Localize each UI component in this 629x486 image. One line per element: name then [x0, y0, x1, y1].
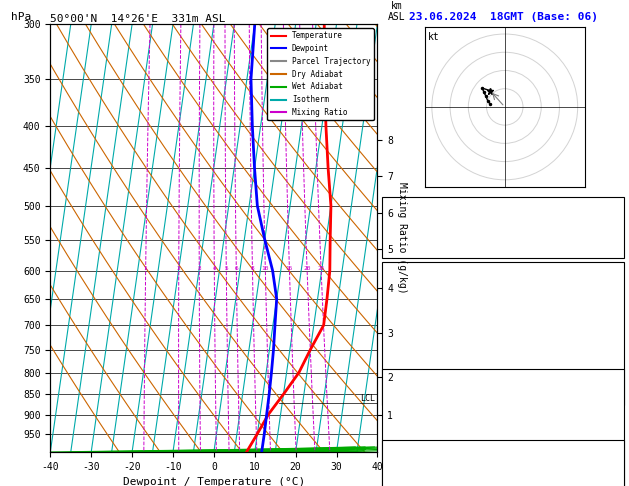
Text: -9: -9	[606, 470, 616, 479]
Text: 5: 5	[225, 265, 228, 271]
Text: Pressure (mb): Pressure (mb)	[390, 399, 460, 409]
Bar	[382, 440, 624, 486]
Text: 2.46: 2.46	[595, 247, 616, 257]
Text: 6: 6	[235, 265, 238, 271]
Y-axis label: Mixing Ratio (g/kg): Mixing Ratio (g/kg)	[397, 182, 407, 294]
Text: 4: 4	[213, 265, 216, 271]
Text: 323: 323	[600, 420, 616, 429]
X-axis label: Dewpoint / Temperature (°C): Dewpoint / Temperature (°C)	[123, 477, 305, 486]
Text: 44: 44	[606, 227, 616, 236]
Text: Lifted Index: Lifted Index	[390, 440, 455, 450]
Text: 0: 0	[611, 481, 616, 486]
Text: CAPE (J): CAPE (J)	[390, 374, 433, 383]
Text: Hodograph: Hodograph	[477, 452, 530, 462]
Legend: Temperature, Dewpoint, Parcel Trajectory, Dry Adiabat, Wet Adiabat, Isotherm, Mi: Temperature, Dewpoint, Parcel Trajectory…	[267, 28, 374, 120]
Text: K: K	[390, 207, 396, 216]
Text: 10: 10	[262, 265, 269, 271]
Text: 15: 15	[286, 265, 293, 271]
Text: 57: 57	[606, 461, 616, 470]
Text: 323: 323	[600, 333, 616, 343]
Text: 22.4: 22.4	[595, 293, 616, 302]
Text: 978: 978	[600, 399, 616, 409]
Text: CAPE (J): CAPE (J)	[390, 461, 433, 470]
Text: CIN (J): CIN (J)	[390, 395, 428, 404]
Text: θₑ(K): θₑ(K)	[390, 333, 417, 343]
Text: Most Unstable: Most Unstable	[465, 382, 542, 392]
Text: θₑ (K): θₑ (K)	[390, 420, 422, 429]
Text: 1: 1	[144, 265, 148, 271]
Text: 23.06.2024  18GMT (Base: 06): 23.06.2024 18GMT (Base: 06)	[409, 12, 598, 22]
Text: PW (cm): PW (cm)	[390, 247, 428, 257]
Bar	[382, 262, 624, 405]
Text: 2: 2	[177, 265, 181, 271]
Text: Dewp (°C): Dewp (°C)	[390, 313, 438, 322]
Text: 8: 8	[250, 265, 254, 271]
Text: CIN (J): CIN (J)	[390, 481, 428, 486]
Text: EH: EH	[390, 470, 401, 479]
Text: LCL: LCL	[360, 394, 376, 402]
Text: Lifted Index: Lifted Index	[390, 354, 455, 363]
Text: 50°00'N  14°26'E  331m ASL: 50°00'N 14°26'E 331m ASL	[50, 14, 226, 23]
Text: 1: 1	[611, 354, 616, 363]
Bar	[382, 197, 624, 258]
Text: Temp (°C): Temp (°C)	[390, 293, 438, 302]
Text: Surface: Surface	[482, 275, 524, 285]
Bar	[382, 369, 624, 486]
Text: 3: 3	[198, 265, 201, 271]
Text: © weatheronline.co.uk: © weatheronline.co.uk	[447, 472, 560, 481]
Text: 57: 57	[606, 374, 616, 383]
Text: 25: 25	[318, 265, 325, 271]
Text: 0: 0	[611, 395, 616, 404]
Text: kt: kt	[428, 32, 440, 42]
Text: km
ASL: km ASL	[388, 0, 406, 22]
Text: 27: 27	[606, 207, 616, 216]
Text: 20: 20	[303, 265, 311, 271]
Text: 1: 1	[611, 440, 616, 450]
Text: hPa: hPa	[11, 12, 31, 22]
Text: 11.7: 11.7	[595, 313, 616, 322]
Text: Totals Totals: Totals Totals	[390, 227, 460, 236]
